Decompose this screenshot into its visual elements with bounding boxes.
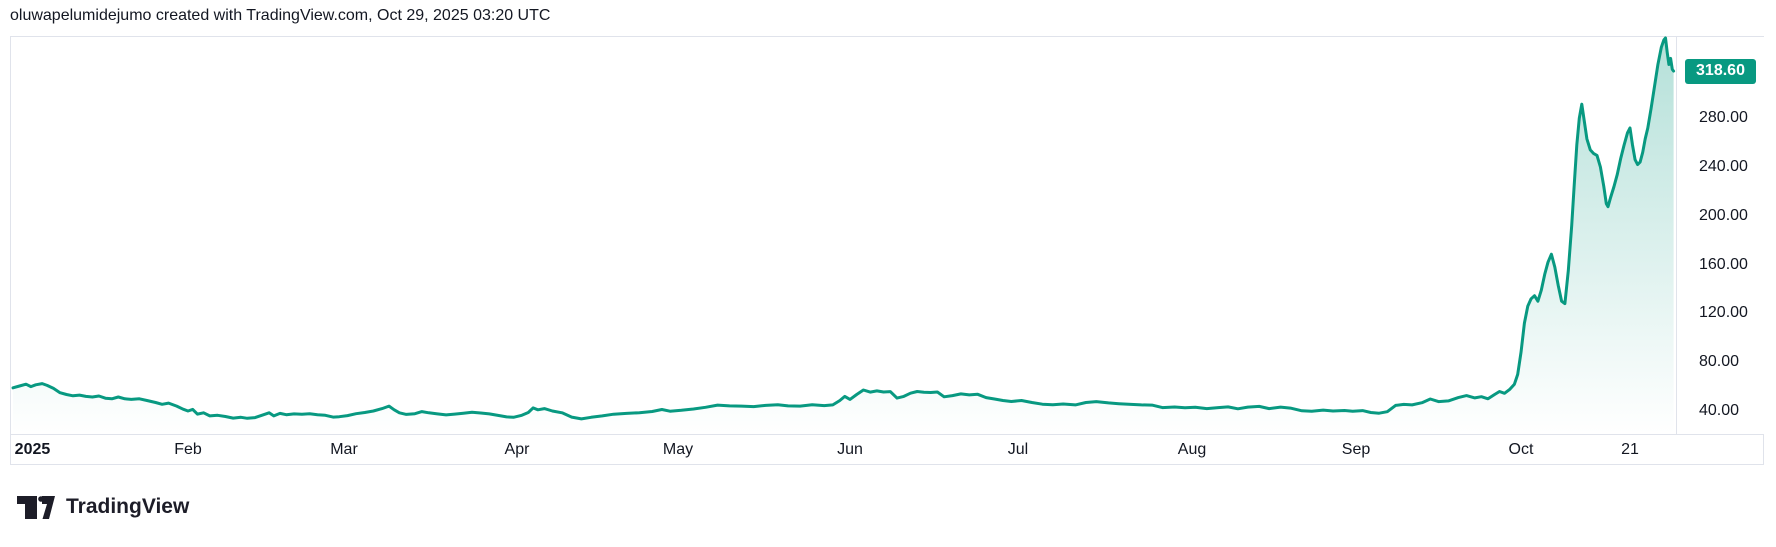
time-tick-label: Mar: [330, 441, 358, 458]
time-tick-label: Jun: [837, 441, 863, 458]
last-price-badge: 318.60: [1685, 58, 1756, 84]
price-tick-label: 240.00: [1699, 158, 1748, 175]
price-axis[interactable]: 280.00 240.00 200.00 160.00 120.00 80.00 40.00: [1676, 37, 1764, 434]
attribution-text: oluwapelumidejumo created with TradingVi…: [10, 7, 551, 24]
time-tick-label: 2025: [14, 441, 51, 458]
price-line: [11, 36, 1676, 421]
area-fill: [13, 37, 1674, 435]
chart-container: 280.00 240.00 200.00 160.00 120.00 80.00 40.00…: [10, 36, 1764, 465]
time-tick-label: Feb: [174, 441, 202, 458]
price-tick-label: 80.00: [1699, 353, 1740, 371]
time-tick-label: 21: [1621, 441, 1639, 458]
time-tick-label: Sep: [1341, 441, 1371, 458]
price-area-chart[interactable]: [11, 36, 1676, 435]
time-tick-label: Jul: [1007, 441, 1029, 458]
price-tick-label: 200.00: [1699, 206, 1748, 224]
tradingview-logo[interactable]: TradingView: [17, 494, 189, 520]
price-tick-label: 120.00: [1699, 304, 1748, 322]
time-tick-label: May: [662, 441, 694, 458]
price-tick-label: 280.00: [1699, 109, 1748, 127]
time-tick-label: Aug: [1177, 441, 1207, 458]
tradingview-logo-icon: [17, 495, 55, 519]
price-tick-label: 160.00: [1699, 255, 1748, 273]
tradingview-logo-text: TradingView: [66, 495, 190, 518]
price-tick-label: 40.00: [1699, 402, 1740, 419]
time-tick-label: Apr: [504, 441, 530, 458]
time-axis[interactable]: 2025 Feb Mar Apr May Jun Jul Aug Sep Oct 21: [11, 434, 1763, 464]
time-tick-label: Oct: [1508, 441, 1534, 458]
